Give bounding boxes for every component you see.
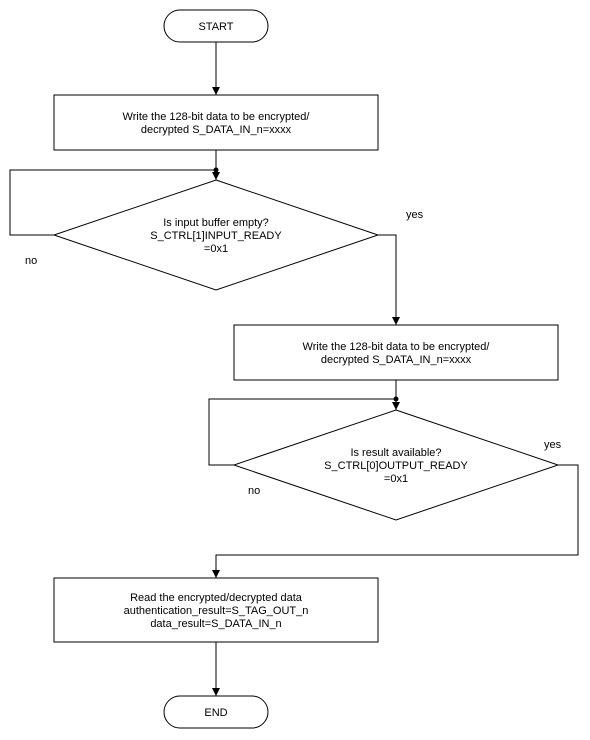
edge-label: yes bbox=[406, 209, 424, 221]
dec1-line: Is input buffer empty? bbox=[163, 217, 269, 229]
dec2-line: =0x1 bbox=[384, 473, 408, 485]
edge-label: no bbox=[25, 255, 37, 267]
arrowhead bbox=[212, 688, 220, 696]
proc3-line: authentication_result=S_TAG_OUT_n bbox=[124, 605, 309, 617]
dec1-line: S_CTRL[1]INPUT_READY bbox=[150, 230, 282, 242]
edge bbox=[378, 235, 396, 325]
proc1-line: decrypted S_DATA_IN_n=xxxx bbox=[141, 124, 292, 136]
arrowhead bbox=[212, 570, 220, 578]
dec2-line: S_CTRL[0]OUTPUT_READY bbox=[324, 460, 468, 472]
dec1-line: =0x1 bbox=[204, 243, 228, 255]
proc1-line: Write the 128-bit data to be encrypted/ bbox=[123, 111, 311, 123]
arrowhead bbox=[212, 87, 220, 95]
dec2-line: Is result available? bbox=[350, 447, 441, 459]
proc3-line: data_result=S_DATA_IN_n bbox=[150, 618, 281, 630]
proc2-line: Write the 128-bit data to be encrypted/ bbox=[303, 341, 491, 353]
start-label: START bbox=[198, 21, 233, 33]
arrowhead bbox=[392, 317, 400, 325]
proc3-line: Read the encrypted/decrypted data bbox=[130, 592, 303, 604]
edge-label: yes bbox=[544, 439, 562, 451]
arrowhead bbox=[212, 172, 220, 180]
arrowhead bbox=[392, 402, 400, 410]
edge-label: no bbox=[248, 485, 260, 497]
end-label: END bbox=[204, 707, 227, 719]
proc2-line: decrypted S_DATA_IN_n=xxxx bbox=[321, 354, 472, 366]
